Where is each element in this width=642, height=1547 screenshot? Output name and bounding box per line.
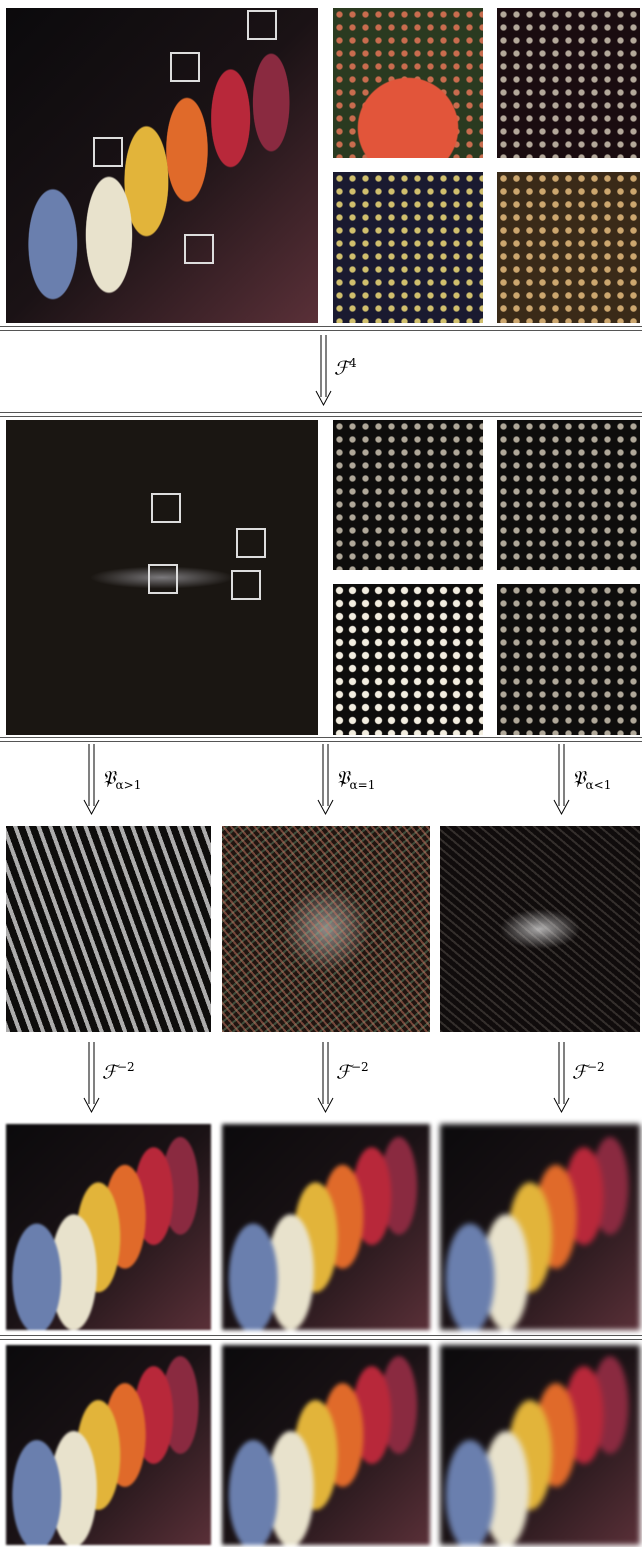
operator-symbol: 𝔓 [572, 767, 586, 789]
operator-symbol: ℱ [102, 1061, 117, 1083]
operator-label: 𝔓α=1 [336, 767, 375, 792]
arrow [550, 744, 574, 820]
operator-subscript: α>1 [116, 778, 142, 792]
operator-subscript: α<1 [586, 778, 612, 792]
reference-image [222, 1345, 430, 1545]
operator-label: ℱ−2 [572, 1060, 605, 1083]
operator-superscript: −2 [351, 1060, 369, 1074]
projection-image [222, 826, 430, 1032]
inset-zoom [497, 8, 640, 158]
inset-marker [231, 570, 261, 600]
inset-marker [148, 564, 178, 594]
operator-superscript: −2 [117, 1060, 135, 1074]
inset-marker [247, 10, 277, 40]
operator-symbol: ℱ [334, 357, 349, 379]
inset-zoom [333, 172, 483, 323]
arrow [314, 744, 338, 820]
inset-marker [170, 52, 200, 82]
operator-label: ℱ−2 [102, 1060, 135, 1083]
separator [0, 326, 642, 331]
figure: ℱ4 𝔓α>1ℱ−2𝔓α=1ℱ−2𝔓α<1ℱ−2 [0, 0, 642, 1547]
separator [0, 737, 642, 742]
separator [0, 412, 642, 417]
refocused-image [222, 1124, 430, 1330]
arrow [80, 1042, 104, 1118]
separator [0, 1335, 642, 1340]
refocused-image [6, 1124, 211, 1330]
inset-zoom [333, 584, 483, 735]
operator-superscript: −2 [587, 1060, 605, 1074]
operator-symbol: 𝔓 [336, 767, 350, 789]
operator-label: ℱ4 [334, 356, 357, 379]
reference-image [6, 1345, 211, 1545]
operator-label: 𝔓α<1 [572, 767, 611, 792]
arrow [550, 1042, 574, 1118]
projection-image [6, 826, 211, 1032]
operator-label: 𝔓α>1 [102, 767, 141, 792]
refocused-image [440, 1124, 640, 1330]
inset-marker [151, 493, 181, 523]
operator-symbol: ℱ [336, 1061, 351, 1083]
operator-symbol: 𝔓 [102, 767, 116, 789]
inset-zoom [333, 420, 483, 570]
operator-label: ℱ−2 [336, 1060, 369, 1083]
arrow [312, 335, 336, 407]
inset-marker [184, 234, 214, 264]
operator-symbol: ℱ [572, 1061, 587, 1083]
operator-superscript: 4 [349, 356, 357, 370]
arrow [314, 1042, 338, 1118]
reference-image [440, 1345, 640, 1545]
inset-zoom [497, 172, 640, 323]
operator-subscript: α=1 [350, 778, 376, 792]
inset-zoom [333, 8, 483, 158]
arrow [80, 744, 104, 820]
inset-marker [236, 528, 266, 558]
inset-zoom [497, 420, 640, 570]
projection-image [440, 826, 640, 1032]
inset-zoom [497, 584, 640, 735]
light-field-image [6, 8, 318, 323]
inset-marker [93, 137, 123, 167]
spectrum-image [6, 420, 318, 735]
